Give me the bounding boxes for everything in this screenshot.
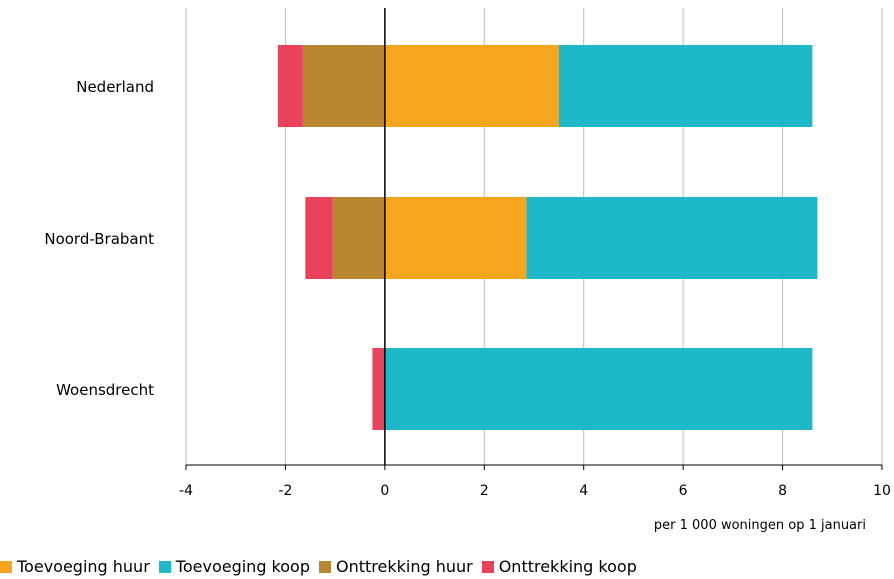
legend-swatch: [158, 560, 171, 573]
x-tick-label: 2: [480, 483, 489, 499]
x-tick-label: 10: [873, 483, 891, 499]
x-tick-label: 6: [679, 483, 688, 499]
bar-segment: [384, 45, 559, 127]
legend: Toevoeging huur Toevoeging koop Onttrekkin…: [0, 554, 894, 579]
bar-segment: [372, 348, 385, 430]
stacked-bar-chart: -4 -2 0 2 4 6 8 10 Nederland Noord-Brabant Woensd…: [44, 8, 891, 533]
legend-item: Onttrekking huur: [318, 557, 473, 576]
legend-item: Toevoeging huur: [0, 557, 150, 576]
legend-swatch: [0, 560, 12, 573]
legend-item: Toevoeging koop: [158, 557, 310, 576]
legend-swatch: [318, 560, 331, 573]
category-label: Woensdrecht: [56, 381, 154, 399]
bar-segment: [558, 45, 813, 127]
bar-segment: [305, 197, 333, 279]
x-tick-label: 0: [380, 483, 389, 499]
x-axis-unit-label: per 1 000 woningen op 1 januari: [654, 518, 866, 533]
x-tick-label: 8: [778, 483, 787, 499]
category-label: Nederland: [76, 78, 154, 96]
bar-segment: [526, 197, 818, 279]
x-tick-label: 4: [579, 483, 588, 499]
x-tick-label: -2: [278, 483, 292, 499]
legend-label: Toevoeging koop: [175, 557, 310, 576]
bar-segment: [384, 348, 813, 430]
bar-segment: [332, 197, 385, 279]
x-tick-label: -4: [179, 483, 193, 499]
category-label: Noord-Brabant: [44, 230, 154, 248]
legend-item: Onttrekking koop: [481, 557, 637, 576]
category-labels: Nederland Noord-Brabant Woensdrecht: [44, 78, 154, 399]
legend-label: Onttrekking huur: [335, 557, 473, 576]
bar-segment: [277, 45, 303, 127]
bar-segment: [302, 45, 385, 127]
legend-label: Onttrekking koop: [498, 557, 637, 576]
bars: [277, 45, 818, 430]
x-axis-ticks: -4 -2 0 2 4 6 8 10: [179, 465, 891, 499]
legend-swatch: [481, 560, 494, 573]
bar-segment: [384, 197, 527, 279]
legend-label: Toevoeging huur: [17, 557, 150, 576]
